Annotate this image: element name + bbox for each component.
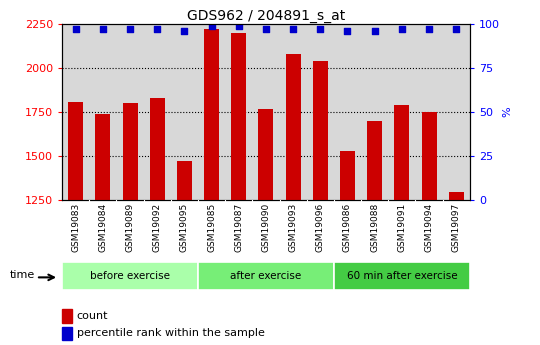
Text: GSM19091: GSM19091 — [397, 203, 406, 253]
Point — [316, 27, 325, 32]
Text: GSM19094: GSM19094 — [424, 203, 434, 252]
Bar — [123, 104, 138, 200]
Point — [153, 27, 161, 32]
Point — [98, 27, 107, 32]
Text: GSM19083: GSM19083 — [71, 203, 80, 253]
Point — [261, 27, 270, 32]
Point — [71, 27, 80, 32]
Point — [234, 23, 243, 29]
Point — [370, 28, 379, 34]
Bar — [449, 192, 464, 200]
Bar — [198, 262, 334, 290]
Text: before exercise: before exercise — [90, 271, 170, 281]
Bar — [62, 309, 72, 323]
Bar — [62, 262, 198, 290]
Point — [207, 23, 216, 29]
Point — [343, 28, 352, 34]
Bar — [422, 112, 436, 200]
Point — [126, 27, 134, 32]
Bar — [367, 121, 382, 200]
Bar — [340, 151, 355, 200]
Text: GSM19084: GSM19084 — [98, 203, 107, 252]
Text: GSM19096: GSM19096 — [316, 203, 325, 253]
Bar — [334, 262, 470, 290]
Text: GSM19092: GSM19092 — [153, 203, 162, 252]
Text: time: time — [9, 270, 35, 279]
Text: GSM19088: GSM19088 — [370, 203, 379, 253]
Bar — [286, 54, 301, 200]
Text: GSM19095: GSM19095 — [180, 203, 189, 253]
Text: GSM19085: GSM19085 — [207, 203, 216, 253]
Text: GSM19087: GSM19087 — [234, 203, 243, 253]
Point — [452, 27, 461, 32]
Text: after exercise: after exercise — [231, 271, 301, 281]
Point — [289, 27, 298, 32]
Bar — [62, 327, 72, 340]
Title: GDS962 / 204891_s_at: GDS962 / 204891_s_at — [187, 9, 345, 23]
Text: GSM19093: GSM19093 — [288, 203, 298, 253]
Text: percentile rank within the sample: percentile rank within the sample — [77, 328, 265, 338]
Text: GSM19086: GSM19086 — [343, 203, 352, 253]
Bar — [68, 101, 83, 200]
Point — [397, 27, 406, 32]
Text: GSM19090: GSM19090 — [261, 203, 271, 253]
Bar — [177, 161, 192, 200]
Point — [424, 27, 433, 32]
Bar — [231, 33, 246, 200]
Text: GSM19089: GSM19089 — [126, 203, 134, 253]
Bar — [259, 109, 273, 200]
Bar — [96, 114, 110, 200]
Text: 60 min after exercise: 60 min after exercise — [347, 271, 457, 281]
Text: GSM19097: GSM19097 — [451, 203, 461, 253]
Y-axis label: %: % — [503, 107, 512, 117]
Bar — [394, 105, 409, 200]
Point — [180, 28, 189, 34]
Bar — [204, 29, 219, 200]
Bar — [150, 98, 165, 200]
Bar — [313, 61, 328, 200]
Text: count: count — [77, 311, 109, 321]
